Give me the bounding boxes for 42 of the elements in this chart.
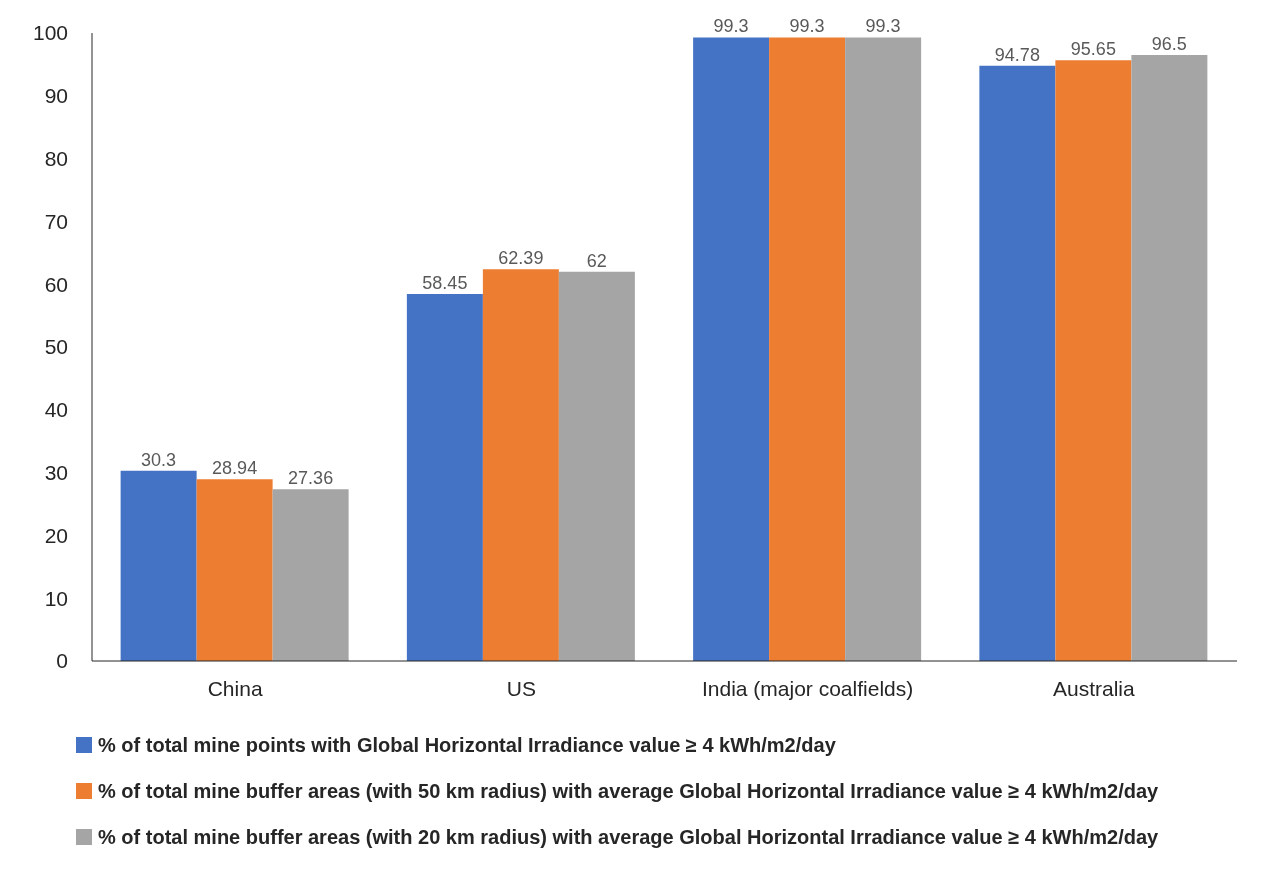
bar (769, 37, 846, 661)
data-label: 99.3 (865, 16, 901, 37)
x-tick-label: US (506, 676, 536, 700)
bar (272, 489, 349, 661)
x-tick-label: India (major coalfields) (701, 676, 914, 700)
y-tick-label: 80 (44, 147, 68, 171)
y-tick-label: 100 (32, 21, 68, 45)
data-label: 95.65 (1070, 39, 1116, 60)
y-tick-label: 50 (44, 335, 68, 359)
data-label: 28.94 (212, 458, 258, 479)
bar (693, 37, 770, 661)
legend-label: % of total mine points with Global Horizontal Irradiance value ≥ 4 kWh/m2/day (98, 733, 836, 758)
data-label: 99.3 (789, 16, 825, 37)
y-tick-label: 90 (44, 84, 68, 108)
bar (1131, 54, 1208, 661)
data-label: 58.45 (422, 272, 468, 293)
bar (845, 37, 922, 661)
x-tick-label: China (207, 676, 263, 700)
data-label: 96.5 (1151, 33, 1187, 54)
y-tick-label: 60 (44, 272, 68, 296)
data-label: 62.39 (498, 248, 544, 269)
y-tick-label: 10 (44, 586, 68, 610)
data-label: 94.78 (994, 44, 1040, 65)
x-tick-label: Australia (1053, 676, 1136, 700)
y-tick-label: 20 (44, 523, 68, 547)
data-label: 99.3 (713, 16, 749, 37)
y-tick-label: 40 (44, 398, 68, 422)
y-tick-label: 0 (56, 649, 68, 673)
data-label: 30.3 (141, 449, 177, 470)
data-label: 27.36 (288, 468, 334, 489)
y-tick-label: 70 (44, 209, 68, 233)
data-label: 62 (586, 250, 607, 271)
legend-label: % of total mine buffer areas (with 50 km radius) with average Global Horizontal Irradiance value ≥ 4 kWh/m2/day (98, 779, 1159, 804)
bar (196, 479, 273, 661)
legend-label: % of total mine buffer areas (with 20 km radius) with average Global Horizontal Irradiance value ≥ 4 kWh/m2/day (98, 825, 1159, 850)
bar (979, 65, 1056, 661)
bar (406, 293, 483, 661)
bar (482, 269, 559, 661)
bar (558, 271, 635, 661)
y-tick-label: 30 (44, 461, 68, 485)
bar (1055, 60, 1132, 661)
bar (120, 470, 197, 661)
